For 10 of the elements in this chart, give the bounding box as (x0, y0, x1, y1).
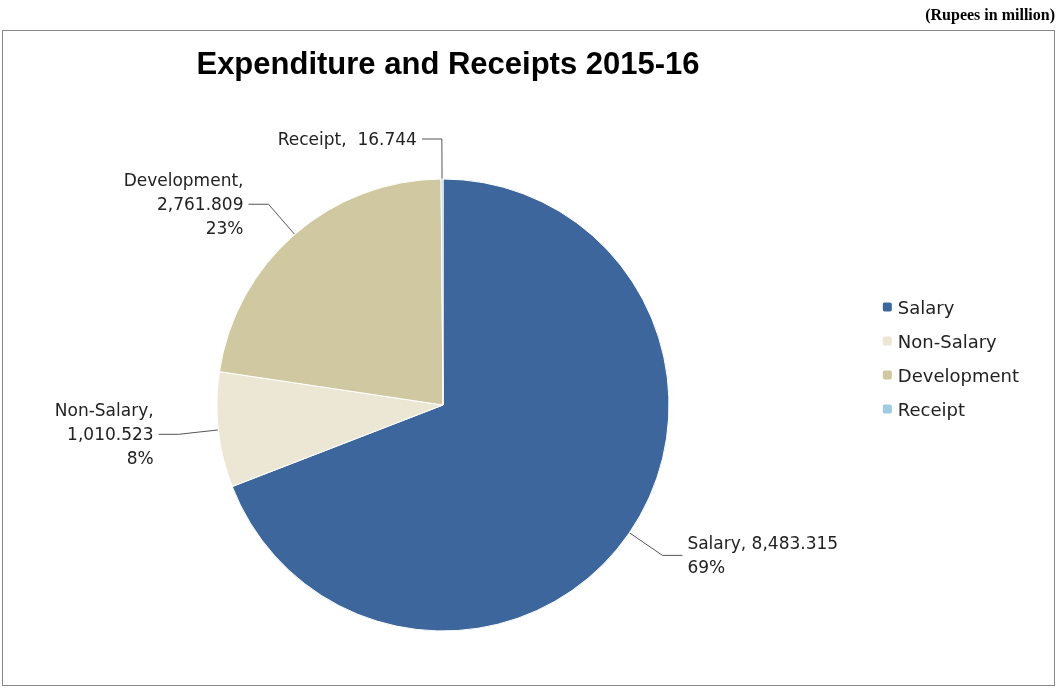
legend-label: Salary (897, 296, 955, 318)
legend-label: Development (897, 364, 1020, 386)
chart-title: Expenditure and Receipts 2015-16 (196, 46, 700, 81)
legend-label: Receipt (897, 398, 966, 420)
data-label: Development, 2,761.809 23% (123, 170, 244, 239)
data-label: Salary, 8,483.315 69% (687, 533, 839, 578)
data-label: Receipt, 16.744 (277, 129, 417, 149)
data-label: Non-Salary, 1,010.523 8% (54, 400, 154, 469)
legend-label: Non-Salary (897, 330, 998, 352)
text: (Rupees in million) (925, 6, 1055, 24)
